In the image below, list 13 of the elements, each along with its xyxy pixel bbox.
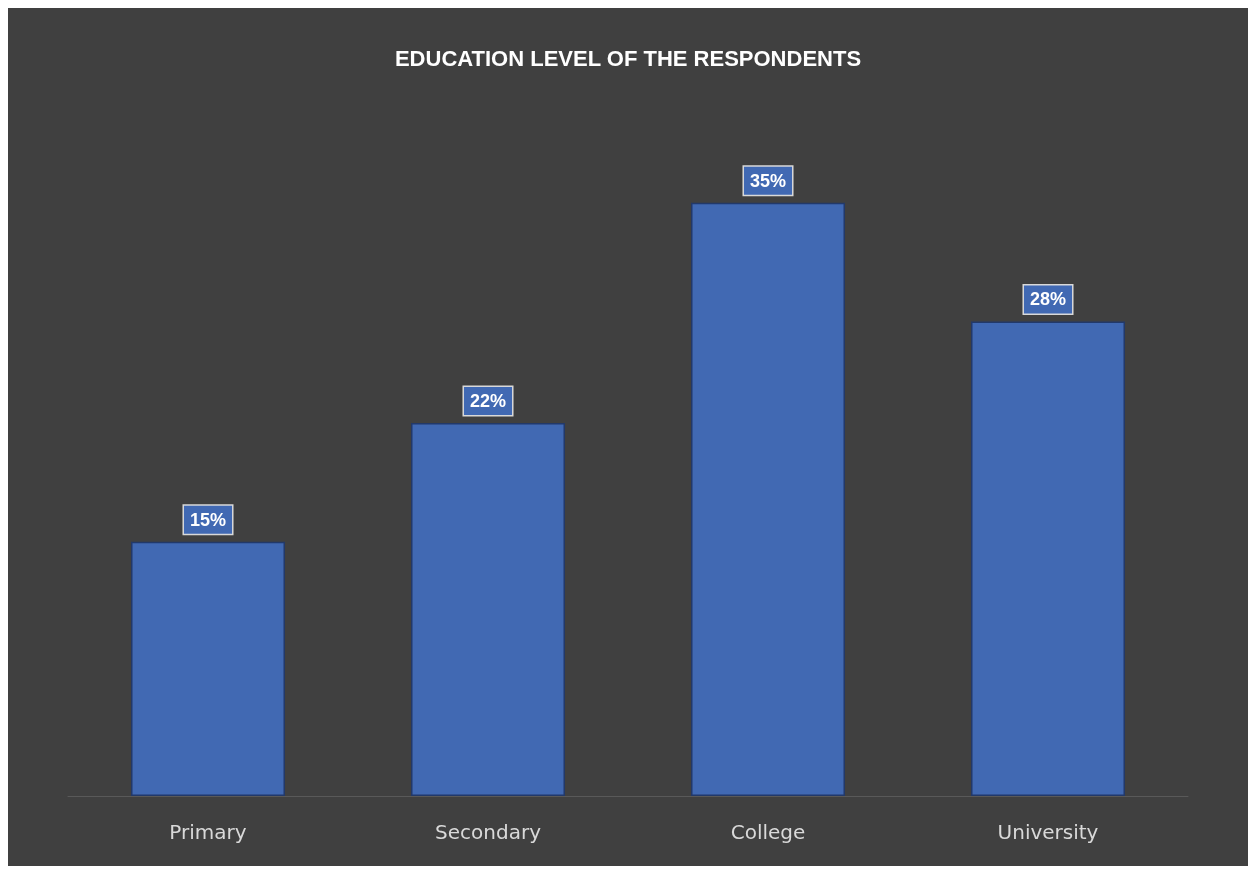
bar <box>971 321 1125 796</box>
x-tick-label: University <box>997 820 1099 844</box>
x-tick-label: College <box>730 820 806 844</box>
data-label: 15% <box>189 509 227 530</box>
bar <box>411 423 565 796</box>
bar <box>131 541 285 796</box>
bar <box>691 202 845 796</box>
x-tick-label: Secondary <box>435 820 542 844</box>
data-label: 28% <box>1029 289 1067 310</box>
data-label: 35% <box>749 170 787 191</box>
chart-title: EDUCATION LEVEL OF THE RESPONDENTS <box>394 45 862 71</box>
x-tick-label: Primary <box>169 820 247 844</box>
data-label: 22% <box>469 391 507 412</box>
